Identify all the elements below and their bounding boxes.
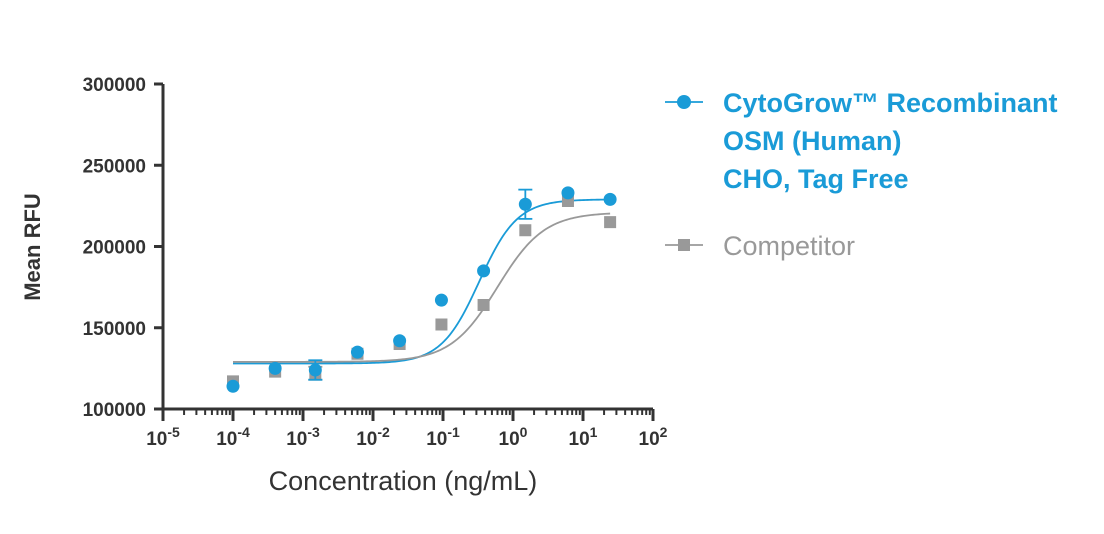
x-tick-label: 10-3 (286, 424, 320, 450)
x-tick-exponent: 2 (660, 424, 668, 440)
legend: CytoGrow™ Recombinant OSM (Human) CHO, Tag… (665, 88, 1058, 261)
fit-curve-series-1 (233, 212, 611, 363)
x-tick-exponent: -1 (447, 424, 460, 440)
legend-label: Competitor (723, 231, 855, 261)
legend-marker (677, 95, 691, 109)
x-tick-label: 10-1 (426, 424, 460, 450)
y-axis-title: Mean RFU (20, 193, 45, 301)
x-tick-exponent: -2 (377, 424, 390, 440)
x-tick-base: 10 (146, 429, 167, 450)
legend-label: OSM (Human) (723, 126, 902, 156)
x-axis-title: Concentration (ng/mL) (269, 466, 538, 496)
y-tick-label: 150000 (83, 319, 146, 340)
x-tick-base: 10 (426, 429, 447, 450)
x-tick-exponent: -3 (307, 424, 320, 440)
data-point-series-1 (519, 224, 532, 237)
data-point-series-1 (435, 318, 448, 331)
data-point-series-1 (604, 216, 617, 229)
fit-curves (233, 198, 611, 365)
data-points (226, 186, 617, 393)
data-point-series-0 (393, 334, 407, 348)
x-tick-label: 101 (569, 424, 598, 450)
x-tick-base: 10 (286, 429, 307, 450)
x-tick-base: 10 (639, 429, 660, 450)
data-point-series-0 (226, 379, 240, 393)
x-tick-exponent: 1 (590, 424, 598, 440)
x-tick-exponent: -5 (167, 424, 180, 440)
y-tick-label: 300000 (83, 75, 146, 96)
x-tick-label: 10-2 (356, 424, 390, 450)
legend-marker (678, 239, 690, 251)
y-tick-label: 200000 (83, 238, 146, 259)
data-point-series-0 (308, 363, 322, 377)
x-tick-base: 10 (499, 429, 520, 450)
legend-entry-0: CytoGrow™ Recombinant OSM (Human) CHO, Tag… (665, 88, 1058, 194)
x-tick-label: 100 (499, 424, 528, 450)
data-point-series-0 (603, 192, 617, 206)
x-tick-label: 102 (639, 424, 668, 450)
legend-label: CHO, Tag Free (723, 164, 909, 194)
data-point-series-1 (477, 299, 490, 311)
data-point-series-0 (561, 186, 575, 200)
x-tick-label: 10-5 (146, 424, 180, 450)
legend-entry-1: Competitor (665, 231, 855, 261)
x-tick-base: 10 (356, 429, 377, 450)
x-tick-exponent: -4 (237, 424, 250, 440)
data-point-series-0 (477, 264, 491, 278)
x-tick-label: 10-4 (216, 424, 250, 450)
data-point-series-0 (518, 197, 532, 211)
x-tick-exponent: 0 (520, 424, 528, 440)
data-point-series-0 (350, 345, 364, 359)
x-tick-base: 10 (216, 429, 237, 450)
data-point-series-0 (268, 361, 282, 375)
y-tick-label: 250000 (83, 156, 146, 177)
legend-label: CytoGrow™ Recombinant (723, 88, 1058, 118)
y-tick-label: 100000 (83, 400, 146, 421)
x-tick-base: 10 (569, 429, 590, 450)
data-point-series-0 (434, 293, 448, 307)
